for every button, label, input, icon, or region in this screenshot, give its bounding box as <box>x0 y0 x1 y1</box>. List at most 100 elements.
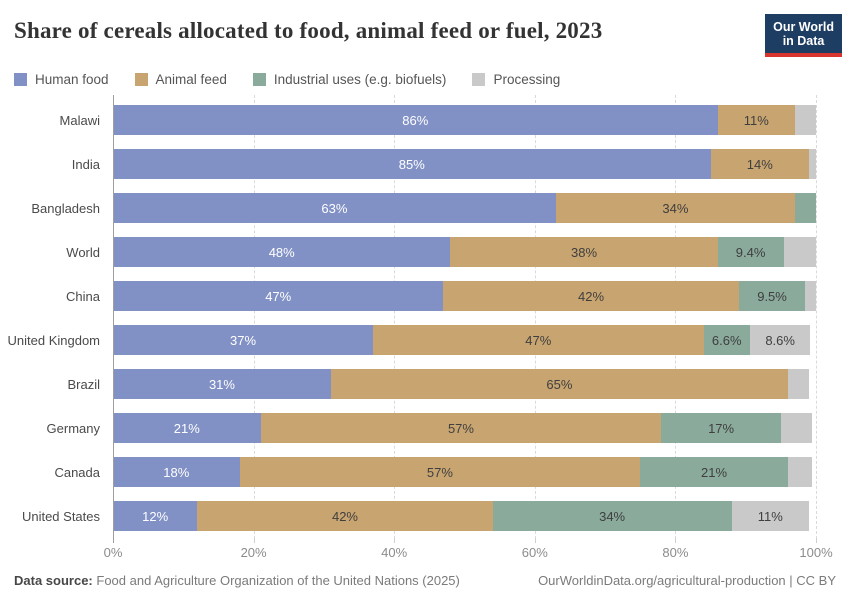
segment-value-label: 42% <box>578 288 605 304</box>
bar-segment[interactable]: 14% <box>710 149 809 179</box>
bar-segment[interactable] <box>783 237 816 267</box>
credit-link[interactable]: OurWorldinData.org/agricultural-producti… <box>538 573 836 588</box>
segment-value-label: 14% <box>746 156 773 172</box>
gridline <box>394 95 396 539</box>
bar-segment[interactable]: 9.4% <box>717 237 784 267</box>
x-tick <box>534 538 536 543</box>
chart-header: Share of cereals allocated to food, anim… <box>0 14 850 57</box>
chart-footer: Data source: Food and Agriculture Organi… <box>0 573 850 588</box>
segment-value-label: 11% <box>743 112 769 128</box>
legend-swatch <box>252 72 266 86</box>
x-tick <box>394 538 396 543</box>
bar-segment[interactable]: 11% <box>717 105 795 135</box>
category-label: United Kingdom <box>7 332 101 348</box>
bar-segment[interactable]: 11% <box>731 501 809 531</box>
bar-segment[interactable]: 86% <box>113 105 718 135</box>
legend-item[interactable]: Human food <box>14 72 109 87</box>
chart-row: China 47% 42% 9.5% <box>66 274 816 318</box>
x-tick <box>816 538 817 543</box>
bar-segment[interactable]: 57% <box>239 457 641 487</box>
legend-label: Processing <box>493 71 561 87</box>
bar-segment[interactable]: 12% <box>113 501 198 531</box>
bar-segment[interactable]: 18% <box>113 457 240 487</box>
segment-value-label: 8.6% <box>765 332 795 348</box>
chart-row: Bangladesh 63% 34% <box>31 186 816 230</box>
legend-swatch <box>472 72 486 86</box>
segment-value-label: 57% <box>426 464 453 480</box>
segment-value-label: 48% <box>268 244 295 260</box>
data-source-text: Food and Agriculture Organization of the… <box>96 573 460 588</box>
stacked-bar: 31% 65% <box>113 369 816 399</box>
category-label: India <box>71 156 100 172</box>
bar-segment[interactable]: 63% <box>113 193 556 223</box>
segment-value-label: 42% <box>331 508 358 524</box>
x-tick-label: 60% <box>521 545 548 560</box>
segment-value-label: 21% <box>701 464 728 480</box>
legend-item[interactable]: Animal feed <box>134 71 227 87</box>
bar-segment[interactable]: 17% <box>661 413 781 443</box>
chart-row: United States 12% 42% 34% 11% <box>22 494 816 538</box>
bar-segment[interactable] <box>805 281 816 311</box>
bar-segment[interactable] <box>787 369 809 399</box>
x-tick <box>675 538 677 543</box>
segment-value-label: 17% <box>708 420 735 436</box>
bar-segment[interactable] <box>780 413 813 443</box>
chart-title: Share of cereals allocated to food, anim… <box>14 18 603 43</box>
bar-segment[interactable] <box>787 457 813 487</box>
chart-row: World 48% 38% 9.4% <box>66 230 816 274</box>
stacked-bar: 47% 42% 9.5% <box>113 281 816 311</box>
bar-segment[interactable]: 47% <box>373 325 704 355</box>
category-label: China <box>66 288 100 304</box>
bar-segment[interactable]: 57% <box>260 413 662 443</box>
bar-segment[interactable]: 38% <box>450 237 718 267</box>
bar-segment[interactable]: 42% <box>197 501 493 531</box>
segment-value-label: 18% <box>163 464 190 480</box>
bar-segment[interactable]: 65% <box>330 369 788 399</box>
bar-segment[interactable]: 9.5% <box>738 281 806 311</box>
segment-value-label: 11% <box>757 508 783 524</box>
axis-line <box>113 95 114 539</box>
bar-segment[interactable] <box>794 193 816 223</box>
legend-item[interactable]: Industrial uses (e.g. biofuels) <box>252 71 447 87</box>
legend-item[interactable]: Processing <box>472 72 560 87</box>
bar-segment[interactable]: 34% <box>492 501 732 531</box>
bar-segment[interactable]: 8.6% <box>749 325 811 355</box>
chart-row: Brazil 31% 65% <box>67 362 816 406</box>
x-tick-label: 0% <box>103 545 123 560</box>
segment-value-label: 65% <box>546 376 573 392</box>
stacked-bar: 12% 42% 34% 11% <box>113 501 816 531</box>
category-label: Brazil <box>67 376 100 392</box>
owid-logo[interactable]: Our World in Data <box>765 14 842 57</box>
bar-segment[interactable]: 48% <box>113 237 451 267</box>
x-axis: 0% 20% 40% 60% 80% 100% <box>104 538 833 564</box>
chart-row: India 85% 14% <box>72 142 816 186</box>
bar-segment[interactable]: 31% <box>113 369 331 399</box>
bar-segment[interactable] <box>808 149 816 179</box>
legend-swatch <box>14 72 27 86</box>
segment-value-label: 38% <box>570 244 598 260</box>
bar-segment[interactable]: 85% <box>113 149 711 179</box>
bar-segment[interactable]: 21% <box>640 457 788 487</box>
stacked-bar: 37% 47% 6.6% 8.6% <box>113 325 816 355</box>
segment-value-label: 86% <box>402 112 429 128</box>
segment-value-label: 34% <box>599 508 626 524</box>
chart-row: United Kingdom 37% 47% 6.6% 8.6% <box>8 318 816 362</box>
segment-value-label: 57% <box>447 420 474 436</box>
bar-segment[interactable] <box>794 105 816 135</box>
category-label: Bangladesh <box>31 200 100 216</box>
bar-segment[interactable]: 37% <box>113 325 374 355</box>
stacked-bar: 48% 38% 9.4% <box>113 237 816 267</box>
bar-segment[interactable]: 34% <box>555 193 795 223</box>
legend-label: Industrial uses (e.g. biofuels) <box>273 71 447 87</box>
legend-label: Animal feed <box>155 71 227 87</box>
bar-segment[interactable]: 47% <box>113 281 444 311</box>
x-tick-label: 80% <box>662 545 689 560</box>
gridline <box>675 95 677 539</box>
segment-value-label: 12% <box>142 508 169 524</box>
bar-segment[interactable]: 21% <box>113 413 261 443</box>
bar-segment[interactable]: 6.6% <box>703 325 750 355</box>
stacked-bar: 86% 11% <box>113 105 816 135</box>
bar-segment[interactable]: 42% <box>443 281 739 311</box>
segment-value-label: 31% <box>208 376 235 392</box>
segment-value-label: 34% <box>662 200 689 216</box>
